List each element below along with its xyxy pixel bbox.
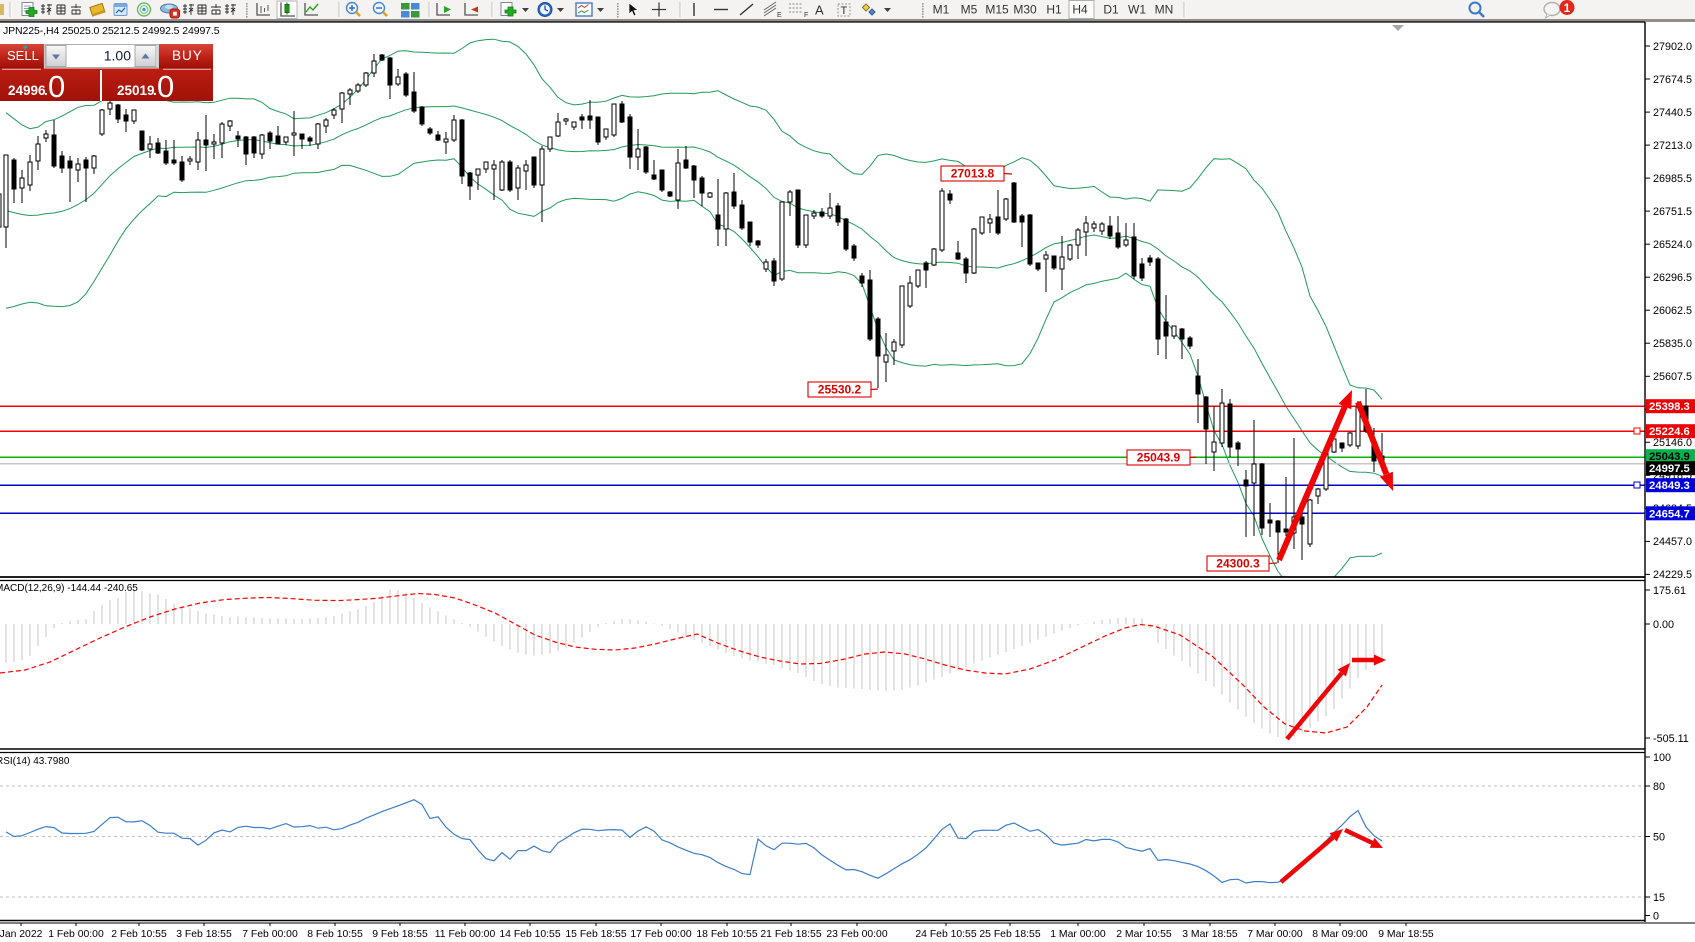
svg-text:2 Mar 10:55: 2 Mar 10:55 (1116, 929, 1172, 940)
svg-text:M30: M30 (1013, 3, 1037, 17)
svg-text:H1: H1 (1046, 3, 1062, 17)
svg-text:2 Feb 10:55: 2 Feb 10:55 (111, 929, 167, 940)
svg-text:26062.5: 26062.5 (1653, 305, 1692, 317)
svg-text:24996: 24996 (8, 83, 46, 98)
svg-text:17 Feb 00:00: 17 Feb 00:00 (630, 929, 691, 940)
svg-text:50: 50 (1653, 831, 1665, 843)
svg-text:24654.7: 24654.7 (1649, 508, 1690, 520)
svg-text:26751.5: 26751.5 (1653, 206, 1692, 218)
svg-text:27013.8: 27013.8 (951, 167, 995, 181)
svg-text:7 Mar 00:00: 7 Mar 00:00 (1247, 929, 1303, 940)
svg-text:25146.0: 25146.0 (1653, 437, 1692, 449)
svg-text:Jan 2022: Jan 2022 (0, 929, 43, 940)
svg-text:26296.5: 26296.5 (1653, 272, 1692, 284)
svg-text:H4: H4 (1072, 3, 1088, 17)
svg-text:18 Feb 10:55: 18 Feb 10:55 (696, 929, 757, 940)
svg-text:25043.9: 25043.9 (1137, 451, 1181, 465)
svg-text:23 Feb 00:00: 23 Feb 00:00 (826, 929, 887, 940)
svg-text:21 Feb 18:55: 21 Feb 18:55 (760, 929, 821, 940)
svg-text:27213.0: 27213.0 (1653, 140, 1692, 152)
svg-text:M5: M5 (961, 3, 978, 17)
svg-text:24457.0: 24457.0 (1653, 536, 1692, 548)
svg-text:8 Feb 10:55: 8 Feb 10:55 (307, 929, 363, 940)
svg-text:0: 0 (157, 69, 174, 104)
svg-text:80: 80 (1653, 781, 1665, 793)
svg-text:E: E (777, 12, 782, 19)
svg-text:24997.5: 24997.5 (1649, 463, 1690, 475)
svg-text:-505.11: -505.11 (1653, 733, 1689, 745)
svg-text:26985.5: 26985.5 (1653, 173, 1692, 185)
svg-text:27674.5: 27674.5 (1653, 74, 1692, 86)
svg-text:.: . (44, 83, 48, 98)
svg-text:BUY: BUY (172, 48, 203, 63)
svg-text:3 Feb 18:55: 3 Feb 18:55 (176, 929, 232, 940)
svg-text:0: 0 (1653, 910, 1659, 922)
svg-text:27440.5: 27440.5 (1653, 107, 1692, 119)
svg-text:15: 15 (1653, 892, 1665, 904)
svg-text:F: F (804, 12, 808, 19)
svg-text:25043.9: 25043.9 (1649, 451, 1690, 463)
svg-text:100: 100 (1653, 752, 1671, 764)
svg-text:MACD(12,26,9) -144.44 -240.65: MACD(12,26,9) -144.44 -240.65 (0, 583, 138, 594)
svg-text:11 Feb 00:00: 11 Feb 00:00 (435, 929, 496, 940)
svg-text:JPN225-,H4 25025.0 25212.5 24: JPN225-,H4 25025.0 25212.5 24992.5 24997… (3, 25, 220, 37)
svg-text:24229.5: 24229.5 (1653, 569, 1692, 581)
svg-text:24 Feb 10:55: 24 Feb 10:55 (915, 929, 976, 940)
svg-text:24849.3: 24849.3 (1649, 480, 1690, 492)
svg-text:25530.2: 25530.2 (818, 383, 862, 397)
svg-text:D1: D1 (1103, 3, 1119, 17)
svg-text:M15: M15 (985, 3, 1009, 17)
svg-text:M1: M1 (933, 3, 950, 17)
svg-text:A: A (815, 3, 824, 18)
svg-text:14 Feb 10:55: 14 Feb 10:55 (499, 929, 560, 940)
svg-text:25 Feb 18:55: 25 Feb 18:55 (979, 929, 1040, 940)
svg-text:T: T (841, 5, 848, 17)
svg-text:SELL: SELL (7, 48, 39, 63)
svg-text:.: . (153, 83, 157, 98)
svg-text:24300.3: 24300.3 (1216, 557, 1260, 571)
svg-text:15 Feb 18:55: 15 Feb 18:55 (565, 929, 626, 940)
svg-text:3 Mar 18:55: 3 Mar 18:55 (1182, 929, 1238, 940)
svg-text:9 Feb 18:55: 9 Feb 18:55 (372, 929, 428, 940)
svg-text:25398.3: 25398.3 (1649, 401, 1690, 413)
svg-text:MN: MN (1155, 3, 1174, 17)
svg-text:1: 1 (1564, 1, 1571, 15)
svg-text:25224.6: 25224.6 (1649, 426, 1690, 438)
svg-text:175.61: 175.61 (1653, 585, 1686, 597)
svg-text:26524.0: 26524.0 (1653, 239, 1692, 251)
svg-text:7 Feb 00:00: 7 Feb 00:00 (242, 929, 298, 940)
svg-text:1 Feb 00:00: 1 Feb 00:00 (48, 929, 104, 940)
svg-text:W1: W1 (1128, 3, 1146, 17)
svg-text:8 Mar 09:00: 8 Mar 09:00 (1312, 929, 1368, 940)
svg-text:27902.0: 27902.0 (1653, 41, 1692, 53)
svg-text:9 Mar 18:55: 9 Mar 18:55 (1378, 929, 1434, 940)
svg-text:25019: 25019 (117, 83, 155, 98)
svg-text:0: 0 (48, 69, 65, 104)
svg-text:1.00: 1.00 (104, 48, 131, 64)
svg-text:1 Mar 00:00: 1 Mar 00:00 (1050, 929, 1106, 940)
svg-text:RSI(14) 43.7980: RSI(14) 43.7980 (0, 756, 70, 767)
svg-text:25607.5: 25607.5 (1653, 371, 1692, 383)
svg-text:0.00: 0.00 (1653, 619, 1674, 631)
svg-text:25835.0: 25835.0 (1653, 338, 1692, 350)
